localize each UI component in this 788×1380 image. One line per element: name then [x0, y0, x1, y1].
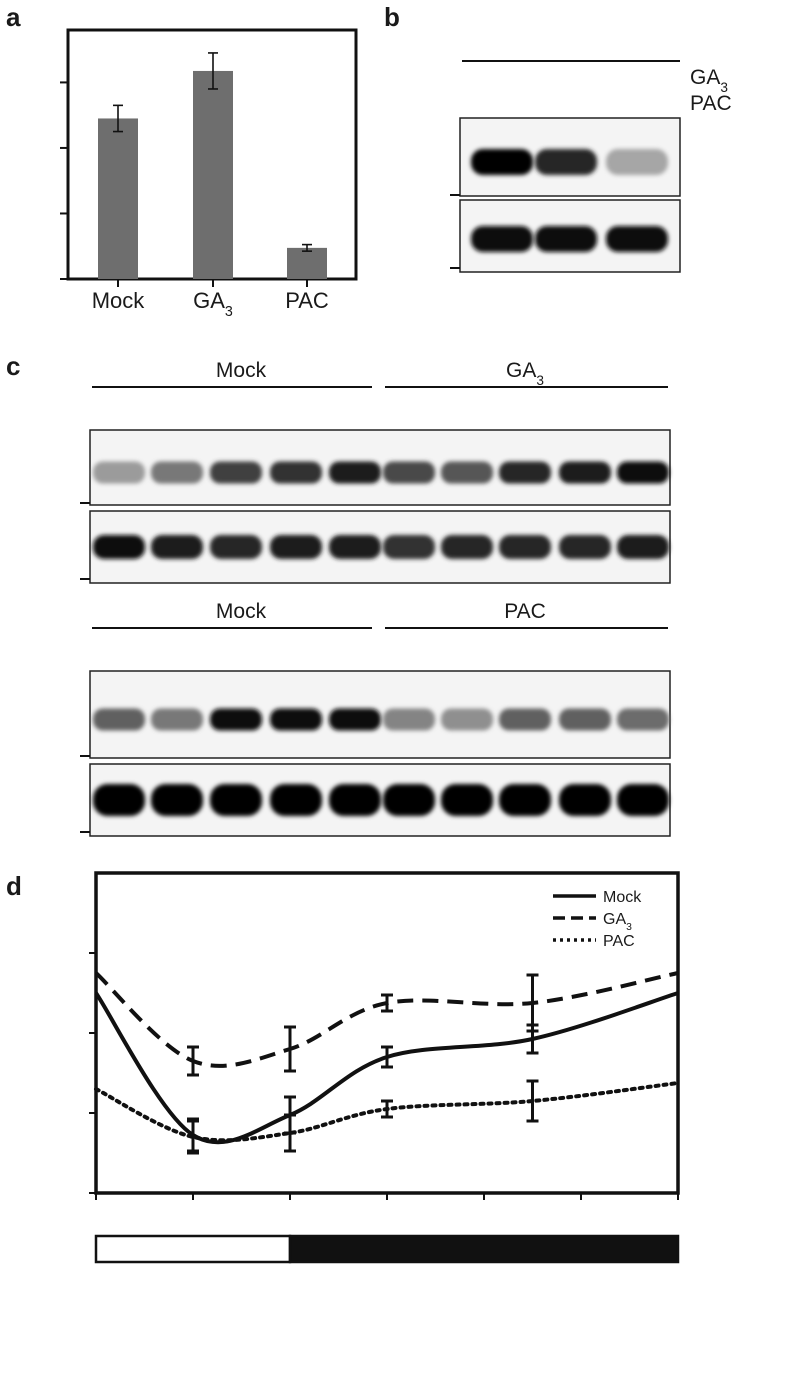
blot-band: [559, 461, 611, 484]
blot-band: [441, 708, 493, 731]
series-line-ga3: [94, 971, 679, 1068]
blot-band: [210, 708, 262, 731]
panel-a-bar-chart: Mock GA3 PAC: [60, 28, 358, 320]
legend-label: GA3: [603, 911, 632, 933]
blot-band: [329, 708, 381, 731]
blot-band: [93, 708, 145, 731]
blot-band: [151, 784, 203, 816]
blot-band: [471, 226, 533, 252]
series-line-pac: [94, 1081, 680, 1143]
blot-band: [329, 535, 381, 559]
blot-band: [151, 708, 203, 731]
treatment-label: GA3: [690, 66, 728, 95]
blot-band: [151, 461, 203, 484]
blot-band: [535, 226, 597, 252]
blot-band: [441, 535, 493, 559]
x-tick-label: GA3: [193, 288, 233, 320]
blot-band: [151, 535, 203, 559]
blot-band: [441, 461, 493, 484]
legend-label: Mock: [603, 889, 642, 906]
treatment-label: PAC: [690, 92, 732, 115]
plot-frame: [94, 871, 680, 1195]
blot-band: [617, 708, 669, 731]
blot-band: [617, 784, 669, 816]
dark-period-bar: [288, 1234, 680, 1264]
blot-band: [559, 535, 611, 559]
blot-band: [270, 784, 322, 816]
series-line-mock: [94, 991, 679, 1145]
panel-label-c: c: [6, 351, 20, 381]
group-label: GA3: [506, 359, 544, 388]
blot-band: [329, 461, 381, 484]
blot-band: [383, 708, 435, 731]
blot-band: [441, 784, 493, 816]
bar: [193, 70, 233, 279]
blot-band: [93, 784, 145, 816]
blot-band: [606, 149, 668, 175]
blot-band: [606, 226, 668, 252]
bar: [98, 118, 138, 279]
blot-band: [383, 784, 435, 816]
blot-band: [499, 784, 551, 816]
blot-band: [93, 461, 145, 484]
x-tick-label: Mock: [92, 288, 146, 313]
panel-label-d: d: [6, 871, 22, 901]
blot-band: [535, 149, 597, 175]
panel-label-a: a: [6, 2, 21, 32]
group-label: Mock: [216, 359, 267, 382]
blot-band: [617, 535, 669, 559]
group-label: PAC: [504, 600, 546, 623]
blot-band: [210, 461, 262, 484]
blot-band: [617, 461, 669, 484]
panel-c-blots: Mock GA3 Mock PAC: [80, 359, 671, 837]
blot-band: [93, 535, 145, 559]
panel-label-b: b: [384, 2, 400, 32]
light-period-bar: [94, 1234, 292, 1264]
blot-band: [471, 149, 533, 175]
x-tick-label: PAC: [285, 288, 329, 313]
blot-band: [559, 784, 611, 816]
group-label: Mock: [216, 600, 267, 623]
blot-band: [499, 708, 551, 731]
blot-band: [383, 461, 435, 484]
blot-band: [383, 535, 435, 559]
blot-band: [270, 461, 322, 484]
blot-band: [559, 708, 611, 731]
blot-band: [210, 784, 262, 816]
blot-band: [499, 535, 551, 559]
blot-band: [499, 461, 551, 484]
blot-band: [210, 535, 262, 559]
bar: [287, 247, 327, 279]
blot-band: [270, 535, 322, 559]
blot-band: [329, 784, 381, 816]
legend-label: PAC: [603, 933, 635, 950]
blot-band: [270, 708, 322, 731]
